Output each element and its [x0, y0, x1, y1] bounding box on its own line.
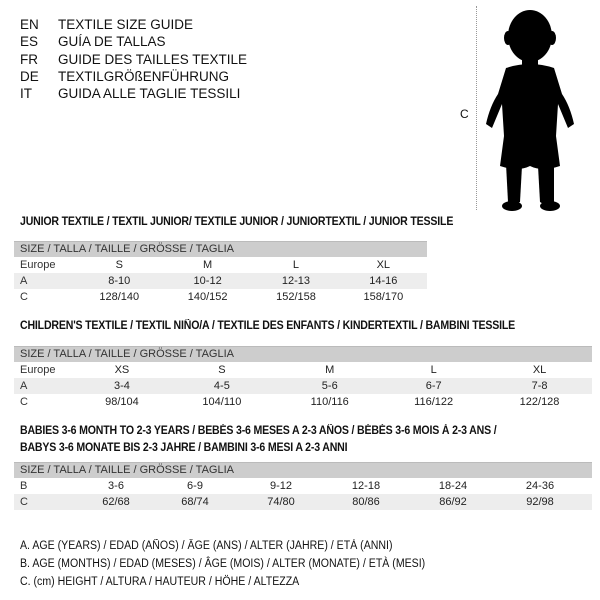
legend-a: A. AGE (YEARS) / EDAD (AÑOS) / ÂGE (ANS)… — [20, 540, 393, 552]
junior-table: SIZE / TALLA / TAILLE / GRÖSSE / TAGLIA … — [14, 241, 427, 305]
table-row: Europe XS S M L XL — [20, 364, 547, 376]
language-list: EN TEXTILE SIZE GUIDE ES GUÍA DE TALLAS FR… — [20, 16, 247, 102]
legend-c: C. (cm) HEIGHT / ALTURA / HAUTEUR / HÖHE… — [20, 576, 300, 588]
babies-title-line2: BABYS 3-6 MONATE BIS 2-3 JAHRE / BAMBINI… — [20, 442, 348, 454]
babies-table: SIZE / TALLA / TAILLE / GRÖSSE / TAGLIA … — [14, 462, 592, 510]
table-row: C 98/104 104/110 110/116 116/122 122/128 — [20, 396, 560, 408]
lang-es: ES GUÍA DE TALLAS — [20, 34, 166, 50]
children-table: SIZE / TALLA / TAILLE / GRÖSSE / TAGLIA … — [14, 346, 592, 410]
children-title: CHILDREN'S TEXTILE / TEXTIL NIÑO/A / TEX… — [20, 320, 516, 332]
lang-en: EN TEXTILE SIZE GUIDE — [20, 17, 194, 32]
table-header: SIZE / TALLA / TAILLE / GRÖSSE / TAGLIA — [14, 462, 592, 478]
table-header: SIZE / TALLA / TAILLE / GRÖSSE / TAGLIA — [14, 241, 427, 257]
babies-title-line1: BABIES 3-6 MONTH TO 2-3 YEARS / BEBÉS 3-… — [20, 425, 497, 437]
lang-de: DE TEXTILGRÖßENFÜHRUNG — [20, 68, 230, 84]
table-header: SIZE / TALLA / TAILLE / GRÖSSE / TAGLIA — [14, 346, 592, 362]
lang-fr: FR GUIDE DES TAILLES TEXTILE — [20, 51, 248, 67]
table-row: C 62/68 68/74 74/80 80/86 86/92 92/98 — [14, 494, 592, 510]
table-row: C 128/140 140/152 152/158 158/170 — [20, 291, 404, 303]
table-row: A 8-10 10-12 12-13 14-16 — [14, 273, 427, 289]
height-label: C — [460, 107, 469, 121]
legend: A. AGE (YEARS) / EDAD (AÑOS) / ÂGE (ANS)… — [20, 537, 425, 591]
lang-it: IT GUIDA ALLE TAGLIE TESSILI — [20, 86, 241, 102]
table-row: Europe S M L XL — [20, 259, 391, 271]
table-row: A 3-4 4-5 5-6 6-7 7-8 — [14, 378, 592, 394]
table-row: B 3-6 6-9 9-12 12-18 18-24 24-36 — [20, 480, 555, 492]
baby-silhouette-icon — [486, 10, 574, 211]
junior-title: JUNIOR TEXTILE / TEXTIL JUNIOR/ TEXTILE … — [20, 216, 454, 228]
legend-b: B. AGE (MONTHS) / EDAD (MESES) / ÂGE (MO… — [20, 558, 426, 570]
height-line — [476, 6, 478, 210]
